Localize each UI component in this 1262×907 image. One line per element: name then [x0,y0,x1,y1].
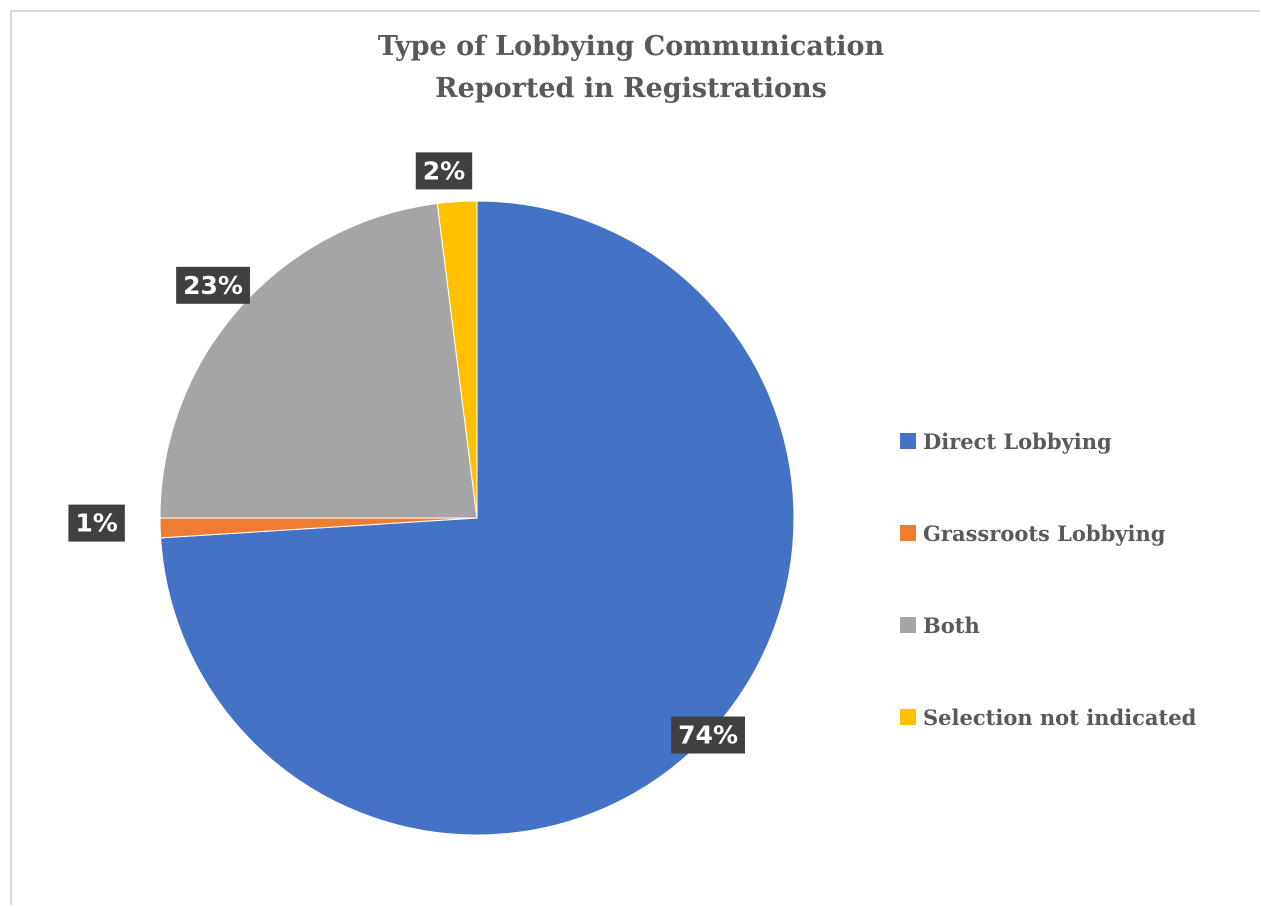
pie-data-labels: 74% 1% 23% 2% [68,152,746,754]
data-label-box [68,504,125,542]
chart-title-line-2: Reported in Registrations [435,73,827,104]
chart-title: Type of Lobbying Communication Reported … [0,26,1262,110]
pie-slice-both [159,202,478,519]
data-label-box [176,266,250,304]
legend-swatch [900,525,916,541]
legend-item-both: Both [900,609,1196,641]
legend-item-grassroots-lobbying: Grassroots Lobbying [900,517,1196,549]
data-label-box [671,716,746,754]
data-label-box [415,152,473,190]
pie-slices [159,200,795,836]
data-label-text: 2% [423,156,465,185]
legend: Direct Lobbying Grassroots Lobbying Both… [900,425,1196,793]
legend-item-selection-not-indicated: Selection not indicated [900,701,1196,733]
chart-title-line-1: Type of Lobbying Communication [377,31,885,62]
pie-slice-selection-not-indicated [436,200,478,519]
data-label-grassroots-lobbying: 1% [68,504,125,542]
legend-swatch [900,617,916,633]
legend-item-direct-lobbying: Direct Lobbying [900,425,1196,457]
legend-label: Both [923,612,980,638]
legend-label: Direct Lobbying [923,428,1112,454]
legend-swatch [900,709,916,725]
legend-label: Grassroots Lobbying [923,520,1166,546]
legend-swatch [900,433,916,449]
data-label-selection-not-indicated: 2% [415,152,473,190]
legend-label: Selection not indicated [923,704,1197,730]
data-label-text: 1% [75,509,117,538]
data-label-text: 74% [678,721,738,750]
data-label-both: 23% [176,266,250,304]
data-label-direct-lobbying: 74% [671,716,746,754]
data-label-text: 23% [183,271,243,300]
